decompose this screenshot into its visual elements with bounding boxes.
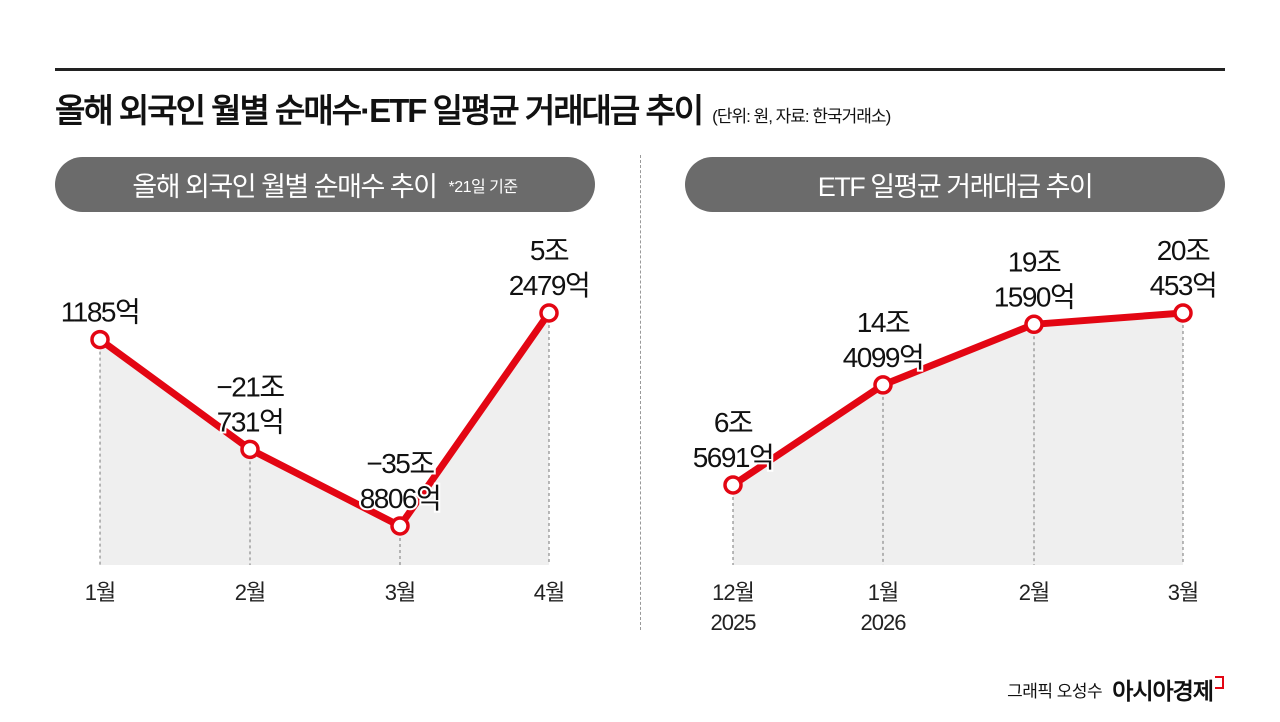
chart-divider — [640, 155, 641, 630]
x-tick-label: 2월 — [235, 580, 265, 605]
x-tick-label: 2월 — [1019, 580, 1049, 605]
data-label: 20조 — [1157, 235, 1210, 266]
data-label: −21조 — [216, 371, 284, 402]
data-label: 453억 — [1150, 270, 1216, 301]
data-point — [390, 516, 410, 536]
data-point — [1173, 303, 1193, 323]
x-tick-label: 12월 — [712, 580, 754, 605]
data-point — [90, 329, 110, 350]
data-label: −35조 — [366, 448, 434, 479]
data-label: 4099억 — [843, 342, 924, 373]
brand-logo: 아시아경제 — [1112, 678, 1214, 704]
data-point — [1024, 314, 1044, 335]
data-label: 5조 — [530, 235, 569, 266]
data-label: 1590억 — [994, 281, 1075, 312]
top-rule — [55, 68, 1225, 71]
series-line-0 — [97, 310, 552, 530]
data-label: 19조 — [1008, 246, 1061, 277]
brand-logo-mark — [1215, 675, 1224, 689]
data-point — [539, 303, 559, 323]
x-tick-label: 1월 — [868, 580, 898, 605]
x-tick-label: 2026 — [861, 610, 907, 635]
x-tick-label: 3월 — [1168, 580, 1198, 605]
data-label: 731억 — [217, 406, 283, 437]
data-label: 2479억 — [509, 270, 590, 301]
x-tick-label: 3월 — [385, 580, 415, 605]
data-label: 1185억 — [61, 297, 139, 328]
data-label: 8806억 — [360, 483, 441, 514]
left-chart-title-pill: 올해 외국인 월별 순매수 추이 *21일 기준 — [55, 157, 595, 212]
page-title: 올해 외국인 월별 순매수·ETF 일평균 거래대금 추이 (단위: 원, 자료:… — [55, 92, 891, 129]
right-chart-title-pill: ETF 일평균 거래대금 추이 — [685, 157, 1225, 212]
data-label: 14조 — [857, 307, 910, 338]
data-point — [723, 475, 743, 495]
data-point — [873, 375, 893, 395]
left-chart-note: *21일 기준 — [448, 178, 518, 196]
data-label: 6조 — [714, 407, 753, 438]
x-tick-label: 1월 — [85, 580, 115, 605]
data-label: 5691억 — [693, 442, 774, 473]
area-fill-0 — [100, 313, 549, 565]
series-line-1 — [731, 309, 1184, 488]
data-point — [240, 439, 260, 460]
x-tick-label: 4월 — [534, 580, 564, 605]
area-fill-1 — [733, 313, 1183, 565]
source-note: (단위: 원, 자료: 한국거래소) — [712, 107, 891, 126]
credit: 그래픽 오성수 아시아경제 — [1007, 672, 1224, 706]
x-tick-label: 2025 — [711, 610, 757, 635]
